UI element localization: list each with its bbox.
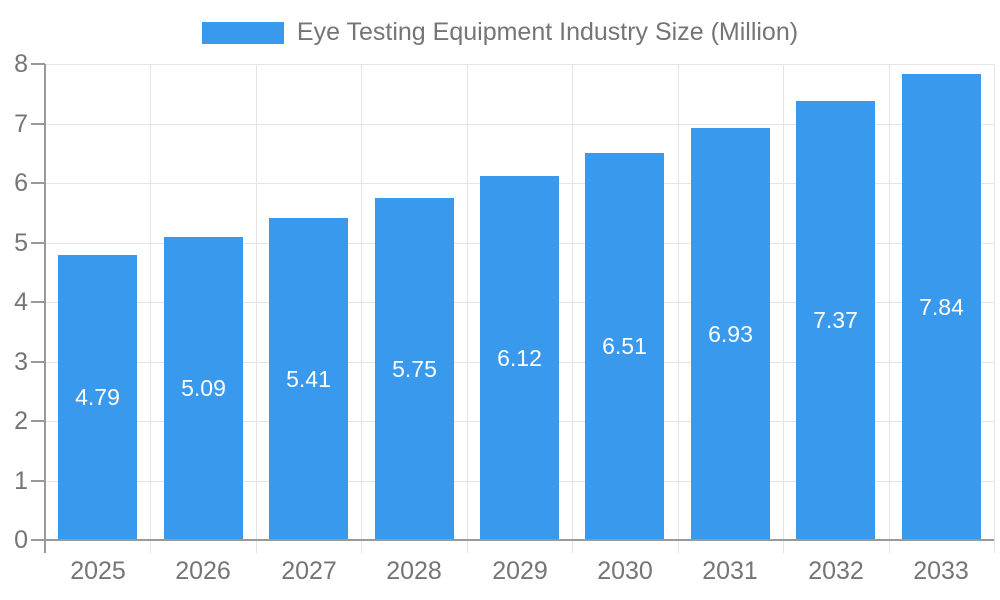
y-tick-label: 5 [14, 229, 28, 257]
x-axis-line [31, 539, 994, 541]
y-axis-tick [31, 242, 45, 244]
bar[interactable]: 6.12 [480, 176, 559, 540]
bar[interactable]: 7.37 [796, 101, 875, 540]
bar[interactable]: 4.79 [58, 255, 137, 540]
v-gridline [467, 64, 468, 540]
x-axis-tick [467, 540, 468, 553]
v-gridline [678, 64, 679, 540]
v-gridline [150, 64, 151, 540]
bar-value-label: 5.41 [286, 365, 331, 392]
y-tick-label: 0 [14, 526, 28, 554]
legend: Eye Testing Equipment Industry Size (Mil… [0, 18, 1000, 47]
bar[interactable]: 6.51 [585, 153, 664, 540]
y-axis-tick [31, 361, 45, 363]
y-tick-label: 1 [14, 467, 28, 495]
bar-value-label: 6.51 [602, 333, 647, 359]
x-axis-tick [783, 540, 784, 553]
y-axis-tick [31, 182, 45, 184]
x-tick-label: 2025 [70, 557, 126, 585]
x-axis-tick [361, 540, 362, 553]
v-gridline [256, 64, 257, 540]
x-tick-label: 2033 [913, 557, 969, 585]
y-axis-tick [31, 63, 45, 65]
y-tick-label: 2 [14, 407, 28, 435]
bar-value-label: 4.79 [75, 384, 120, 410]
y-tick-label: 4 [14, 288, 28, 316]
legend-item[interactable]: Eye Testing Equipment Industry Size (Mil… [201, 18, 799, 47]
bar[interactable]: 5.41 [269, 218, 348, 540]
x-tick-label: 2026 [175, 557, 231, 585]
x-axis-tick [994, 540, 995, 553]
x-tick-label: 2027 [281, 557, 337, 585]
y-tick-label: 6 [14, 169, 28, 197]
bar-value-label: 7.84 [919, 293, 964, 320]
bar[interactable]: 6.93 [691, 128, 770, 540]
y-axis-line [44, 64, 46, 553]
v-gridline [994, 64, 995, 540]
x-axis-tick [256, 540, 257, 553]
bar[interactable]: 7.84 [902, 74, 981, 540]
x-tick-label: 2032 [808, 557, 864, 585]
bar[interactable]: 5.09 [164, 237, 243, 540]
x-axis-tick [150, 540, 151, 553]
y-tick-label: 3 [14, 348, 28, 376]
bar-value-label: 5.09 [181, 375, 226, 401]
legend-label: Eye Testing Equipment Industry Size (Mil… [296, 18, 799, 46]
x-axis-tick [572, 540, 573, 553]
x-axis-tick [889, 540, 890, 553]
v-gridline [572, 64, 573, 540]
x-tick-label: 2031 [702, 557, 758, 585]
v-gridline [889, 64, 890, 540]
y-axis-tick [31, 420, 45, 422]
bar-value-label: 5.75 [392, 355, 437, 382]
v-gridline [361, 64, 362, 540]
v-gridline [783, 64, 784, 540]
x-tick-label: 2030 [597, 557, 653, 585]
legend-swatch [201, 21, 284, 44]
h-gridline [45, 124, 994, 125]
bar[interactable]: 5.75 [375, 198, 454, 540]
y-axis-tick [31, 123, 45, 125]
x-tick-label: 2028 [386, 557, 442, 585]
y-tick-label: 7 [14, 110, 28, 138]
y-axis-tick [31, 480, 45, 482]
x-tick-label: 2029 [492, 557, 548, 585]
y-axis-tick [31, 301, 45, 303]
bar-value-label: 6.12 [497, 344, 542, 371]
bar-value-label: 6.93 [708, 320, 753, 347]
bar-value-label: 7.37 [813, 307, 858, 333]
y-tick-label: 8 [14, 50, 28, 78]
h-gridline [45, 64, 994, 65]
x-axis-tick [678, 540, 679, 553]
